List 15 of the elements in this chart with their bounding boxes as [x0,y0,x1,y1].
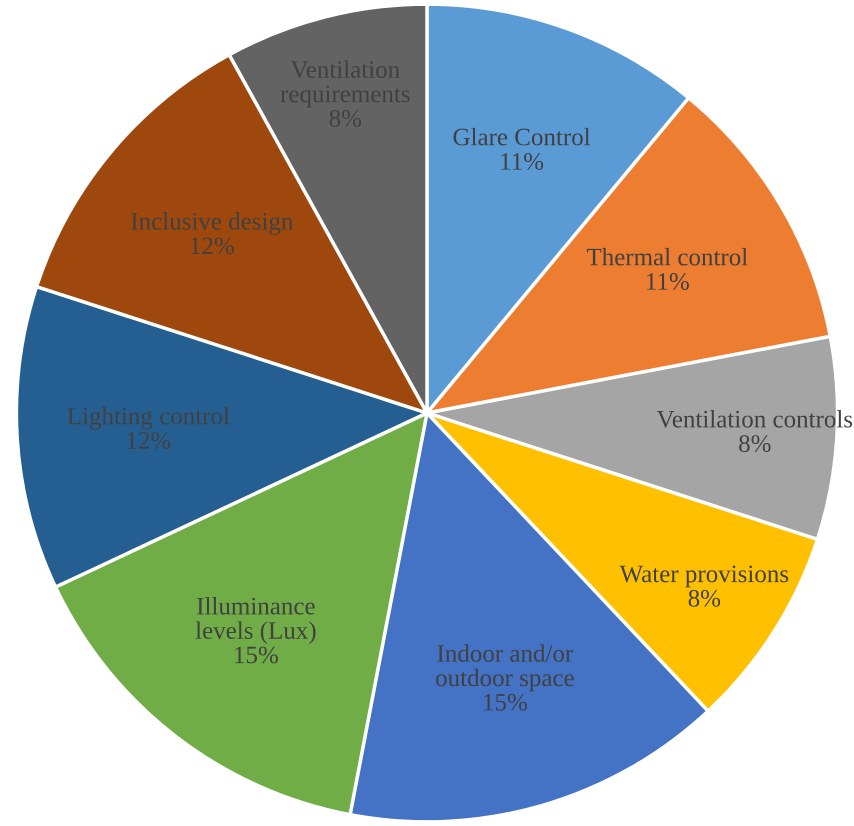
slice-label: Inclusive design [131,212,294,235]
data-label: 11% [647,273,689,290]
data-label: 15% [235,646,278,664]
data-label: 8% [688,590,720,607]
slice-label: Thermal control [586,248,748,266]
slice-label: Illuminance levels (Lux) [196,596,316,644]
data-label: 11% [501,152,544,170]
data-label: 12% [191,237,234,254]
slice-label: Lighting control [67,406,230,430]
data-label: 8% [739,435,771,452]
slice-label: Indoor and/or outdoor space [436,644,574,692]
slice-label: Glare Control [454,128,590,146]
data-label: 12% [128,432,170,450]
slice-label: Water provisions [620,566,788,588]
data-label: 15% [484,694,527,711]
